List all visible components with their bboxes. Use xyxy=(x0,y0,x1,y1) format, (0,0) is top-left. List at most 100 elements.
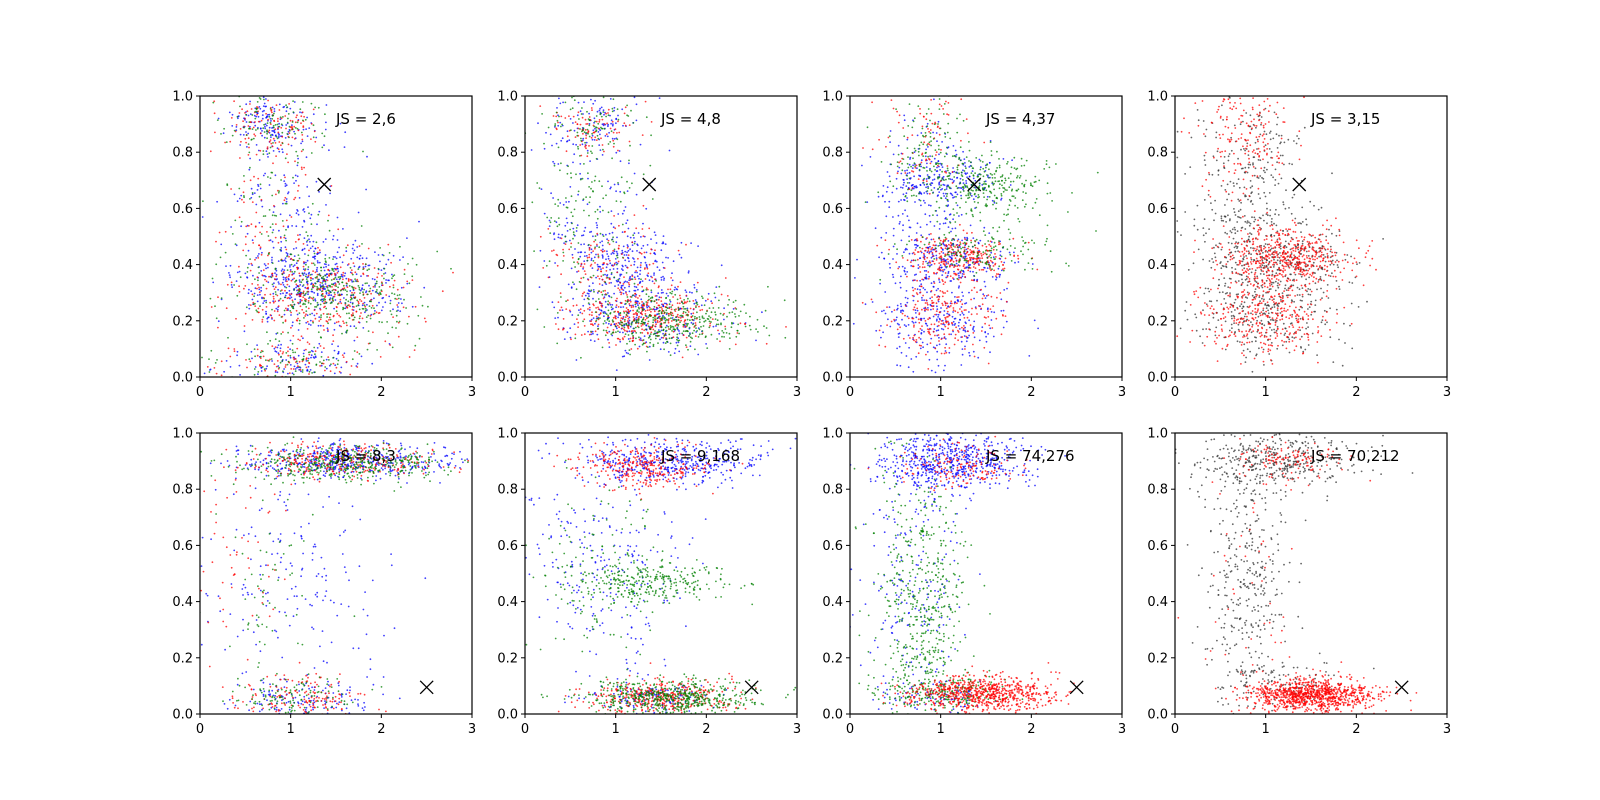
scatter-point xyxy=(314,350,317,353)
scatter-point xyxy=(569,336,572,339)
scatter-point xyxy=(305,321,308,324)
scatter-point xyxy=(356,362,359,365)
scatter-point xyxy=(676,333,679,336)
scatter-point xyxy=(631,250,634,253)
scatter-point xyxy=(296,155,299,157)
scatter-point xyxy=(326,320,329,323)
scatter-point xyxy=(626,266,629,269)
scatter-point xyxy=(972,237,975,240)
scatter-point xyxy=(627,352,630,355)
scatter-point xyxy=(315,136,318,139)
scatter-point xyxy=(705,312,707,315)
scatter-point xyxy=(266,146,269,149)
scatter-point xyxy=(667,314,670,317)
scatter-point xyxy=(963,335,966,337)
scatter-point xyxy=(296,164,299,167)
scatter-point xyxy=(233,129,236,132)
scatter-point xyxy=(230,281,233,284)
scatter-point xyxy=(1002,158,1005,160)
scatter-point xyxy=(653,300,656,303)
scatter-point xyxy=(562,101,564,104)
scatter-point xyxy=(655,306,658,309)
scatter-point xyxy=(633,318,636,320)
scatter-point xyxy=(598,119,601,121)
scatter-point xyxy=(559,102,562,105)
scatter-point xyxy=(379,293,382,296)
scatter-point xyxy=(905,192,908,195)
scatter-point xyxy=(612,226,615,229)
scatter-point xyxy=(284,265,286,267)
scatter-point xyxy=(424,320,427,323)
scatter-point xyxy=(620,293,622,296)
scatter-point xyxy=(611,124,614,127)
scatter-point xyxy=(575,173,577,176)
scatter-point xyxy=(617,213,620,215)
scatter-point xyxy=(960,299,963,301)
scatter-point xyxy=(558,115,560,118)
scatter-point xyxy=(261,130,263,132)
scatter-point xyxy=(686,318,689,321)
scatter-point xyxy=(279,350,282,352)
x-tick-label: 0 xyxy=(196,385,204,400)
scatter-point xyxy=(607,180,609,183)
scatter-point xyxy=(279,347,282,350)
scatter-point xyxy=(291,128,294,131)
scatter-point xyxy=(265,105,267,108)
scatter-point xyxy=(635,227,638,230)
scatter-point xyxy=(262,284,265,287)
scatter-point xyxy=(580,251,583,254)
scatter-point xyxy=(316,273,319,276)
scatter-point xyxy=(583,131,586,134)
scatter-point xyxy=(332,334,334,337)
scatter-point xyxy=(568,139,571,142)
scatter-point xyxy=(594,235,597,238)
scatter-point xyxy=(660,326,663,329)
scatter-point xyxy=(329,370,332,373)
scatter-point xyxy=(995,276,998,279)
scatter-point xyxy=(265,150,268,153)
scatter-point xyxy=(356,336,359,338)
scatter-point xyxy=(284,246,287,249)
scatter-point xyxy=(561,137,564,140)
scatter-point xyxy=(639,252,642,254)
scatter-point xyxy=(245,121,248,123)
scatter-point xyxy=(888,262,891,265)
scatter-point xyxy=(557,198,560,201)
scatter-point xyxy=(887,318,889,321)
scatter-point xyxy=(336,239,339,241)
scatter-point xyxy=(601,233,604,236)
scatter-point xyxy=(592,235,594,238)
scatter-point xyxy=(937,329,940,332)
scatter-point xyxy=(243,201,245,204)
scatter-point xyxy=(616,271,619,274)
scatter-point xyxy=(648,315,651,317)
scatter-point xyxy=(212,281,215,284)
scatter-point xyxy=(694,348,696,351)
scatter-point xyxy=(339,266,342,269)
scatter-point xyxy=(677,341,680,344)
scatter-point xyxy=(694,299,697,301)
scatter-point xyxy=(325,121,327,124)
scatter-point xyxy=(608,259,611,262)
scatter-point xyxy=(238,112,241,114)
scatter-point xyxy=(250,262,253,265)
scatter-point xyxy=(691,315,694,317)
scatter-point xyxy=(267,118,269,121)
scatter-point xyxy=(607,322,610,325)
scatter-point xyxy=(698,318,701,321)
scatter-point xyxy=(609,303,612,306)
scatter-point xyxy=(916,222,919,225)
scatter-point xyxy=(662,329,665,332)
scatter-point xyxy=(291,271,294,273)
scatter-point xyxy=(660,296,663,299)
scatter-point xyxy=(588,313,591,316)
scatter-point xyxy=(262,316,265,318)
scatter-point xyxy=(264,127,267,130)
scatter-point xyxy=(242,249,245,252)
scatter-point xyxy=(693,286,696,289)
scatter-point xyxy=(333,328,336,331)
scatter-point xyxy=(639,331,642,334)
scatter-point xyxy=(960,194,962,197)
scatter-point xyxy=(973,297,975,300)
scatter-point xyxy=(672,318,675,321)
